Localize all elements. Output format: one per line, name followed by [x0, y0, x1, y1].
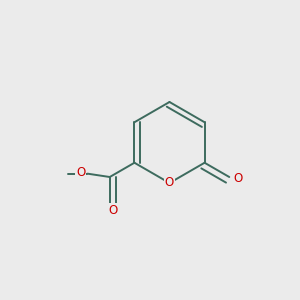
- Text: O: O: [233, 172, 242, 185]
- Text: O: O: [76, 166, 86, 179]
- Text: O: O: [165, 176, 174, 190]
- Text: O: O: [108, 203, 118, 217]
